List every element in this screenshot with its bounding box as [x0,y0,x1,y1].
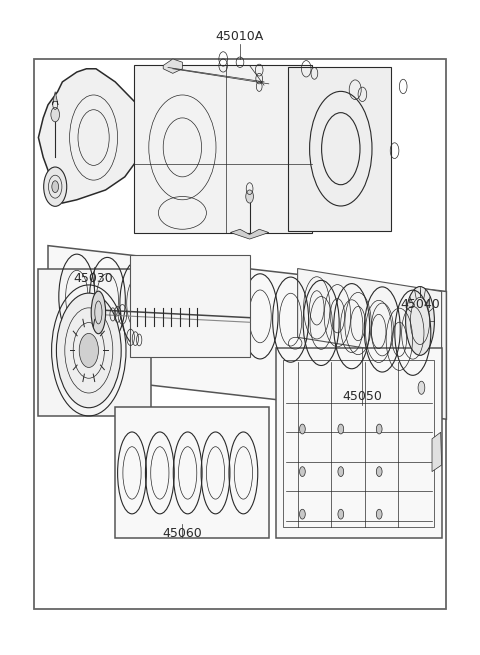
Ellipse shape [52,181,59,193]
Bar [130,255,250,357]
Ellipse shape [44,167,67,206]
Polygon shape [432,432,442,472]
Bar [115,407,269,538]
Bar [283,360,434,527]
Polygon shape [298,269,442,360]
Ellipse shape [246,190,253,203]
Ellipse shape [79,333,98,367]
Ellipse shape [338,424,344,434]
Bar [276,348,442,538]
Bar [288,67,391,231]
Text: 45010A: 45010A [216,29,264,43]
Polygon shape [52,92,58,105]
Polygon shape [230,229,269,239]
Ellipse shape [51,107,60,122]
Ellipse shape [338,466,344,477]
Text: 45060: 45060 [163,527,202,540]
Polygon shape [163,59,182,73]
Ellipse shape [300,466,305,477]
Ellipse shape [406,287,434,355]
Bar [134,66,312,233]
Ellipse shape [91,291,106,334]
Ellipse shape [418,381,425,394]
Polygon shape [38,69,149,203]
Ellipse shape [376,466,382,477]
Ellipse shape [300,510,305,519]
Ellipse shape [376,424,382,434]
Ellipse shape [376,510,382,519]
Ellipse shape [338,510,344,519]
Bar [38,269,151,416]
Text: 45050: 45050 [342,390,383,403]
Ellipse shape [56,293,121,407]
Bar [34,59,446,609]
Text: 45040: 45040 [400,298,440,311]
Ellipse shape [300,424,305,434]
Polygon shape [48,246,446,419]
Text: 45030: 45030 [74,272,113,285]
